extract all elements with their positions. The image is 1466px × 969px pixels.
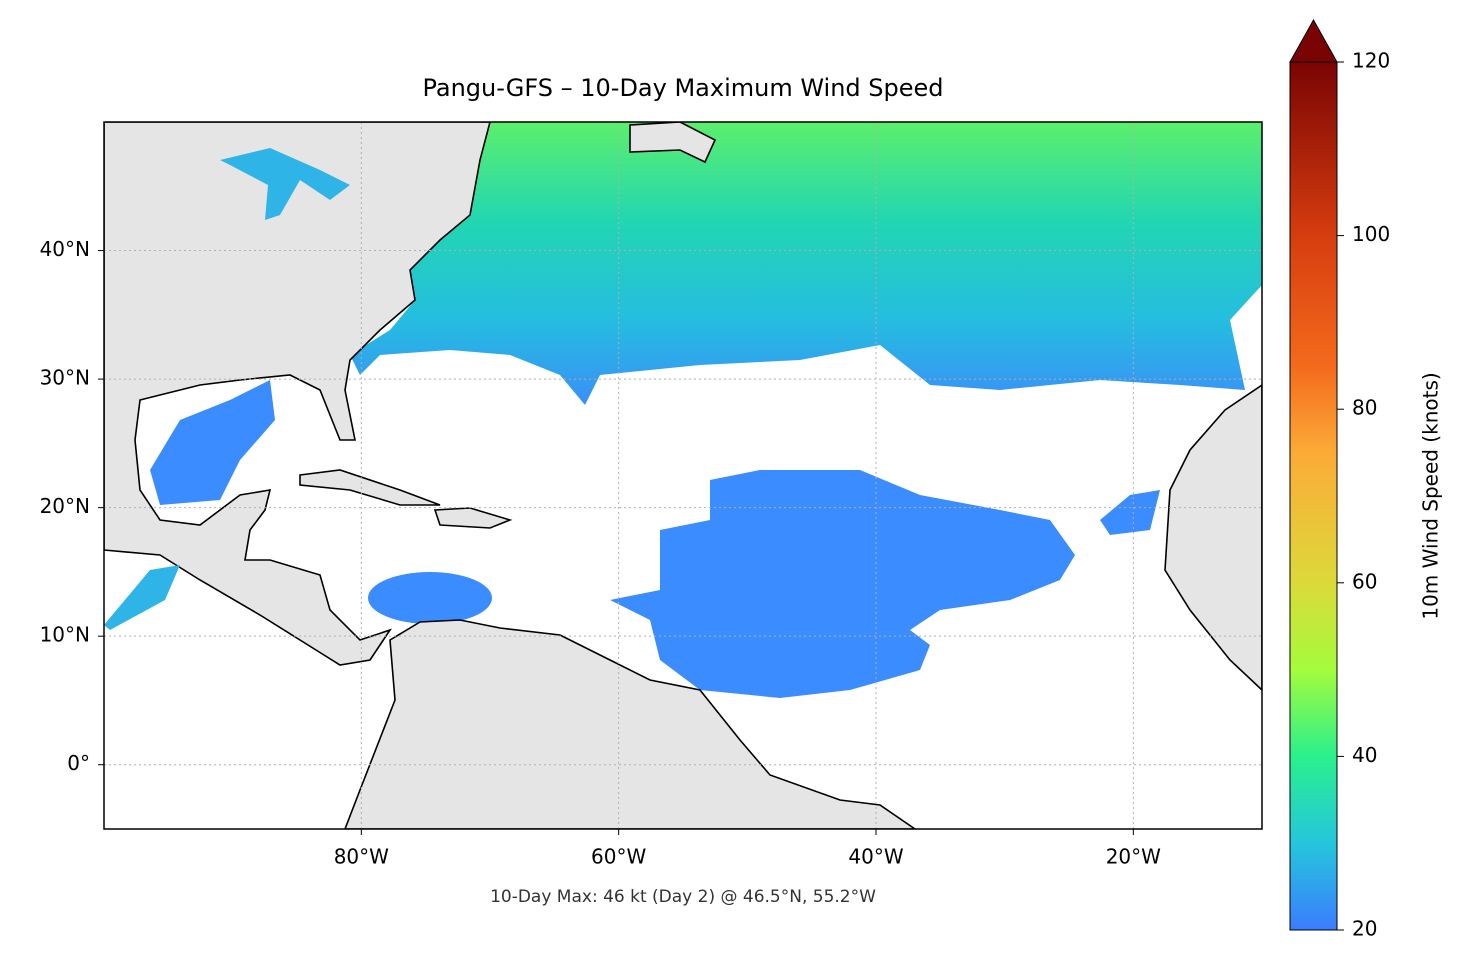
land-north-america	[104, 122, 491, 666]
title: Pangu-GFS – 10-Day Maximum Wind Speed	[422, 74, 943, 102]
colorbar-tick-label: 80	[1352, 396, 1377, 420]
y-tick-label: 0°	[67, 751, 90, 775]
wind-africa-coast	[1100, 490, 1160, 535]
land-south-america	[344, 619, 917, 829]
wind-atlantic	[610, 470, 1075, 698]
wind-band-north	[350, 122, 1262, 405]
y-tick-label: 10°N	[40, 623, 90, 647]
map-frame	[103, 121, 1263, 830]
colorbar-extend	[1289, 18, 1338, 63]
wind-gulf	[150, 380, 275, 505]
colorbar-tick-label: 60	[1352, 569, 1377, 593]
wind-caribbean	[368, 572, 492, 624]
y-tick-label: 30°N	[40, 366, 90, 390]
colorbar-tick-label: 20	[1352, 917, 1377, 941]
colorbar-label: 10m Wind Speed (knots)	[1419, 372, 1443, 619]
y-tick-label: 40°N	[40, 237, 90, 261]
wind-lakes	[220, 148, 350, 220]
x-tick-label: 60°W	[591, 845, 646, 869]
x-tick-label: 80°W	[334, 845, 389, 869]
wind-pacific	[104, 565, 180, 630]
x-tick-label: 20°W	[1106, 845, 1161, 869]
colorbar-tick-label: 120	[1352, 49, 1390, 73]
x-tick-label: 40°W	[848, 845, 903, 869]
map-area	[104, 122, 1262, 829]
colorbar	[1289, 61, 1338, 931]
land-newfoundland	[629, 122, 717, 164]
colorbar-tick-label: 40	[1352, 743, 1377, 767]
land-africa	[1164, 384, 1262, 692]
land-hispaniola	[433, 507, 513, 529]
colorbar-tick-label: 100	[1352, 222, 1390, 246]
y-tick-label: 20°N	[40, 494, 90, 518]
annotation: 10-Day Max: 46 kt (Day 2) @ 46.5°N, 55.2…	[490, 887, 876, 907]
land-cuba	[299, 469, 441, 506]
